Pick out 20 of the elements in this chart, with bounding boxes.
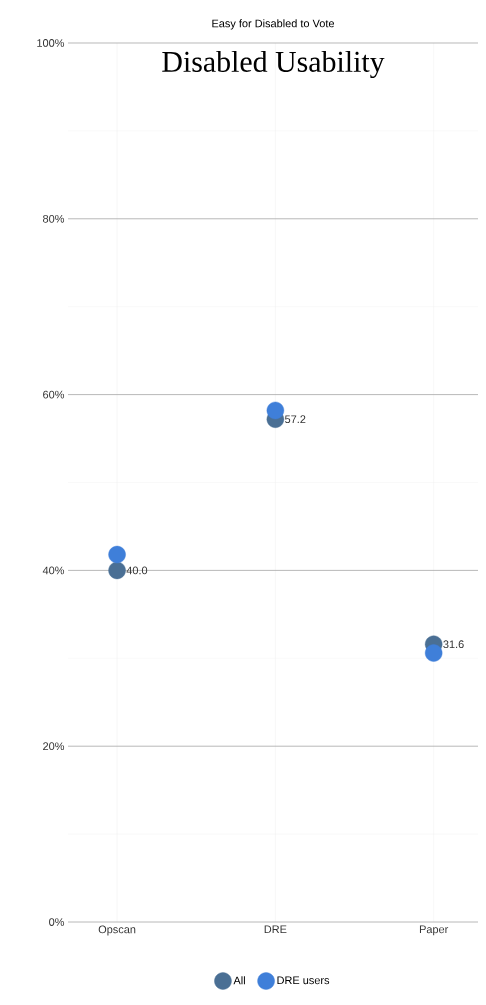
x-tick-label: Opscan	[98, 925, 136, 936]
chart-subtitle: Disabled Usability	[162, 50, 385, 79]
y-tick-label: 0%	[49, 918, 65, 926]
point	[108, 561, 126, 580]
y-tick-label: 100%	[37, 39, 65, 47]
point	[266, 401, 285, 420]
y-tick-label: 20%	[43, 742, 65, 751]
x-tick-label: DRE	[264, 925, 287, 934]
legend-label: All	[233, 976, 245, 985]
data-label: 40.0	[126, 566, 148, 575]
point	[108, 545, 126, 564]
y-tick-label: 80%	[43, 214, 65, 223]
legend-label: DRE users	[277, 976, 330, 985]
x-tick-label: Paper	[419, 925, 449, 936]
chart-title: Easy for Disabled to Vote	[212, 19, 335, 30]
point	[424, 644, 443, 662]
y-tick-label: 40%	[42, 566, 65, 575]
data-label: 57.2	[285, 415, 306, 424]
y-tick-label: 60%	[43, 390, 65, 399]
data-label: 31.6	[443, 640, 464, 649]
